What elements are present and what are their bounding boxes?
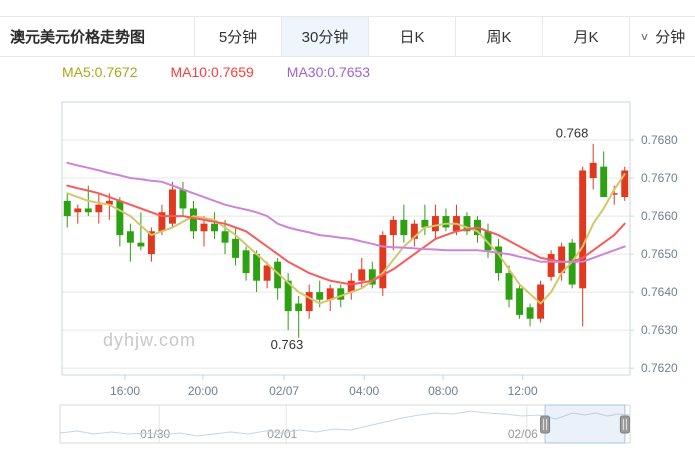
x-axis-label: 12:00	[508, 384, 538, 398]
candle-body	[253, 254, 261, 281]
candle-body	[579, 170, 587, 289]
x-axis-label: 04:00	[349, 384, 379, 398]
candle-body	[284, 280, 292, 312]
x-axis-label: 02/07	[269, 384, 299, 398]
navigator-selected-range[interactable]	[544, 404, 626, 444]
y-axis-label: 0.7630	[641, 323, 678, 337]
candle-body	[316, 292, 324, 300]
candle-body	[484, 231, 492, 251]
candle-body	[547, 254, 555, 277]
candle-body	[600, 166, 608, 198]
candle-body	[516, 288, 524, 315]
watermark-dyhjw: dyhjw.com	[103, 330, 197, 350]
y-axis-label: 0.7620	[641, 361, 678, 375]
navigator-date-label: 02/06	[508, 427, 538, 441]
y-axis-label: 0.7670	[641, 171, 678, 185]
candle-body	[242, 250, 250, 274]
chart-toolbar: 澳元美元价格走势图 5分钟 30分钟 日K 周K 月K ∨ 分钟	[0, 16, 695, 57]
price-annotation: 0.768	[556, 125, 589, 140]
chevron-down-icon: ∨	[639, 30, 650, 43]
tab-monthly-k[interactable]: 月K	[542, 17, 629, 56]
candle-body	[495, 246, 502, 274]
candle-body	[116, 200, 124, 236]
y-axis-label: 0.7640	[641, 285, 678, 299]
y-axis-label: 0.7650	[641, 247, 678, 261]
range-navigator[interactable]: 01/30 02/01 02/06	[0, 404, 695, 450]
candle-body	[400, 219, 408, 236]
x-axis: 16:00 20:00 02/07 04:00 08:00 12:00	[110, 375, 538, 398]
candle-body	[421, 219, 429, 228]
candle-body	[410, 223, 418, 239]
ma-line-ma30	[66, 161, 626, 263]
ma-line-ma5	[66, 173, 626, 305]
candle-body	[526, 307, 534, 319]
candle-body	[589, 162, 597, 179]
candle-body	[442, 216, 450, 228]
ma10-legend-value: MA10:0.7659	[170, 64, 254, 80]
candle-body	[232, 238, 240, 258]
candle-body	[274, 261, 282, 289]
candle-body	[568, 242, 576, 285]
candle-body	[379, 235, 387, 289]
candle-body	[610, 193, 618, 195]
tab-weekly-k[interactable]: 周K	[455, 17, 542, 56]
navigator-frame	[59, 404, 631, 444]
candle-body	[263, 265, 271, 281]
navigator-sparkline	[59, 410, 631, 437]
candle-body	[63, 200, 71, 217]
candle-body	[389, 219, 397, 236]
candle-body	[221, 231, 229, 243]
candle-body	[168, 189, 176, 224]
ma-line-ma10	[66, 184, 626, 286]
candle-body	[137, 242, 145, 247]
tab-5min[interactable]: 5分钟	[194, 17, 281, 56]
candle-body	[505, 273, 513, 300]
navigator-handle-left[interactable]	[540, 415, 551, 434]
tab-30min[interactable]: 30分钟	[281, 17, 368, 56]
candle-body	[84, 208, 92, 213]
candle-body	[368, 269, 376, 285]
candle-body	[621, 170, 629, 198]
candle-body	[190, 208, 197, 232]
candle-body	[126, 231, 134, 243]
candle-body	[105, 200, 113, 205]
ma5-legend-value: MA5:0.7672	[62, 64, 138, 80]
candle-body	[558, 246, 566, 274]
candle-body	[295, 303, 303, 312]
minute-interval-dropdown[interactable]: ∨ 分钟	[629, 17, 695, 56]
y-axis-label: 0.7660	[641, 209, 678, 223]
y-axis-label: 0.7680	[641, 133, 678, 147]
candlestick-series	[63, 143, 629, 338]
candle-body	[358, 269, 366, 281]
candlestick-chart: 0.7680 0.7670 0.7660 0.7650 0.7640 0.7630 0.76…	[61, 101, 678, 398]
plot-border	[61, 101, 631, 376]
candle-body	[463, 216, 471, 232]
candle-body	[179, 189, 187, 209]
tab-daily-k[interactable]: 日K	[368, 17, 455, 56]
gridlines	[62, 139, 634, 369]
candle-body	[347, 280, 355, 293]
navigator-handle-right[interactable]	[619, 415, 630, 434]
candle-body	[305, 292, 313, 312]
candle-body	[200, 223, 208, 232]
page-title: 澳元美元价格走势图	[10, 29, 146, 46]
candle-body	[211, 223, 218, 232]
dropdown-label: 分钟	[655, 29, 686, 46]
candle-body	[337, 288, 345, 300]
x-axis-label: 16:00	[110, 384, 140, 398]
candle-body	[537, 284, 545, 319]
x-axis-label: 20:00	[188, 384, 218, 398]
ma30-legend-value: MA30:0.7653	[286, 64, 371, 80]
price-annotation: 0.763	[271, 337, 304, 352]
navigator-date-label: 02/01	[267, 427, 297, 441]
candle-body	[158, 212, 166, 232]
candle-body	[326, 288, 334, 300]
candle-body	[95, 204, 103, 213]
ma-legend: MA5:0.7672 MA10:0.7659 MA30:0.7653	[62, 64, 370, 80]
candle-body	[147, 231, 155, 255]
x-axis-label: 08:00	[428, 384, 458, 398]
candle-body	[431, 216, 439, 232]
candle-body	[74, 208, 82, 213]
